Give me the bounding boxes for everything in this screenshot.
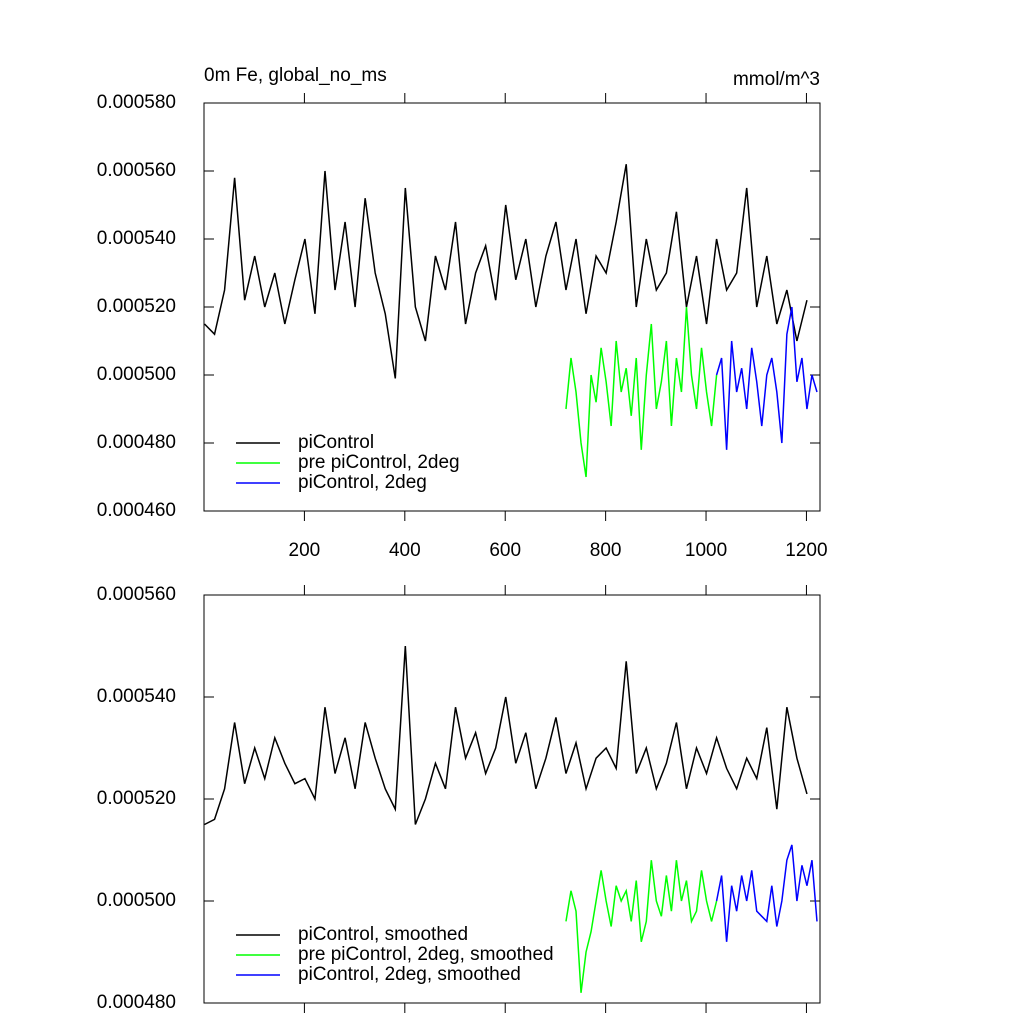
series-line — [715, 306, 818, 450]
y-tick-label: 0.000480 — [97, 432, 176, 453]
y-tick-label: 0.000460 — [97, 500, 176, 521]
series-line — [565, 860, 718, 993]
legend-label: piControl — [298, 432, 374, 453]
series-line — [565, 306, 718, 478]
y-tick-label: 0.000480 — [97, 992, 176, 1013]
series-line — [715, 844, 818, 942]
y-tick-label: 0.000540 — [97, 686, 176, 707]
legend-label: piControl, 2deg — [298, 472, 427, 493]
units-label: mmol/m^3 — [733, 69, 820, 90]
chart-title: 0m Fe, global_no_ms — [204, 65, 387, 86]
series-line — [204, 645, 808, 826]
series-line — [203, 164, 808, 379]
y-tick-label: 0.000580 — [97, 92, 176, 113]
y-tick-label: 0.000560 — [97, 584, 176, 605]
y-tick-label: 0.000520 — [97, 296, 176, 317]
y-tick-label: 0.000500 — [97, 364, 176, 385]
x-tick-label: 1200 — [785, 540, 827, 561]
x-tick-label: 200 — [289, 540, 321, 561]
y-tick-label: 0.000500 — [97, 890, 176, 911]
y-tick-label: 0.000560 — [97, 160, 176, 181]
x-tick-label: 600 — [489, 540, 521, 561]
legend-label: pre piControl, 2deg — [298, 452, 460, 473]
plot-frame — [203, 594, 821, 1004]
y-tick-label: 0.000520 — [97, 788, 176, 809]
plot-frame — [203, 102, 821, 512]
legend-label: piControl, 2deg, smoothed — [298, 964, 521, 985]
x-tick-label: 400 — [389, 540, 421, 561]
legend-label: piControl, smoothed — [298, 924, 468, 945]
x-tick-label: 1000 — [685, 540, 727, 561]
y-tick-label: 0.000540 — [97, 228, 176, 249]
legend-label: pre piControl, 2deg, smoothed — [298, 944, 554, 965]
x-tick-label: 800 — [590, 540, 622, 561]
